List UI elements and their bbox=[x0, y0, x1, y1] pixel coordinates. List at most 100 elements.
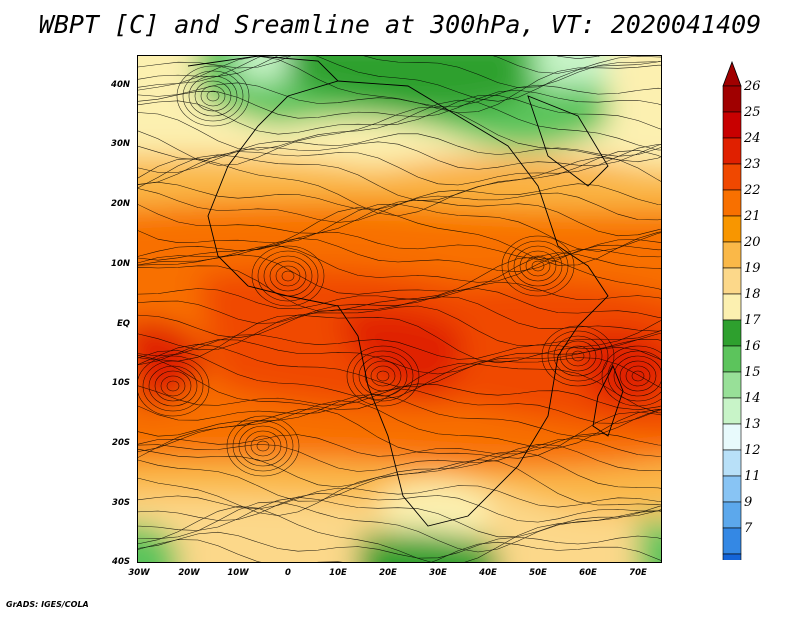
x-axis-label: 70E bbox=[629, 568, 647, 578]
x-axis-label: 20E bbox=[379, 568, 397, 578]
x-axis-label: 0 bbox=[285, 568, 291, 578]
vortex-ring bbox=[370, 365, 396, 387]
streamline bbox=[138, 144, 661, 186]
colorbar-label: 25 bbox=[744, 105, 761, 120]
colorbar-swatch bbox=[722, 501, 742, 529]
vortex-ring bbox=[565, 345, 591, 367]
x-axis-label: 10E bbox=[329, 568, 347, 578]
madagascar-coastline bbox=[592, 364, 624, 437]
vortex-ring bbox=[256, 440, 270, 452]
vortex-ring bbox=[625, 365, 651, 387]
y-axis-label: 40S bbox=[112, 557, 130, 567]
vortex-ring bbox=[166, 380, 180, 392]
field-region bbox=[538, 56, 608, 86]
streamline bbox=[138, 95, 661, 135]
colorbar-label: 19 bbox=[744, 261, 761, 276]
streamline bbox=[138, 288, 661, 324]
colorbar-top-arrow bbox=[722, 60, 742, 87]
colorbar-swatch bbox=[722, 163, 742, 191]
streamline bbox=[138, 141, 661, 173]
vortex-ring bbox=[571, 350, 585, 362]
colorbar-swatch bbox=[722, 85, 742, 113]
colorbar-swatch bbox=[722, 215, 742, 243]
vortex-ring bbox=[142, 360, 204, 412]
x-axis-label: 30W bbox=[128, 568, 150, 578]
streamline bbox=[138, 497, 661, 538]
colorbar-label: 14 bbox=[744, 391, 761, 406]
colorbar-label: 12 bbox=[744, 443, 761, 458]
vortex-ring bbox=[601, 345, 661, 407]
streamline bbox=[138, 157, 661, 217]
y-axis-label: 30S bbox=[112, 498, 130, 508]
vortex-ring bbox=[269, 260, 307, 292]
colorbar-label: 11 bbox=[744, 469, 761, 484]
vortex-ring bbox=[200, 85, 226, 107]
vortex-ring bbox=[501, 235, 575, 297]
vortex-ring bbox=[160, 375, 186, 397]
vortex-ring bbox=[519, 250, 557, 282]
streamline bbox=[138, 199, 661, 237]
colorbar-swatch bbox=[722, 293, 742, 321]
streamline bbox=[138, 150, 661, 201]
streamline bbox=[138, 281, 661, 310]
africa-coastline bbox=[207, 80, 609, 527]
vortex-ring bbox=[244, 430, 282, 462]
streamline bbox=[138, 539, 661, 562]
vortex-ring bbox=[619, 360, 657, 392]
vortex-ring bbox=[346, 345, 420, 407]
vortex-ring bbox=[251, 245, 325, 307]
vortex-ring bbox=[188, 75, 238, 117]
colorbar-swatch bbox=[722, 137, 742, 165]
streamline bbox=[138, 432, 661, 457]
colorbar-label: 22 bbox=[744, 183, 761, 198]
y-axis-label: 40N bbox=[111, 80, 130, 90]
vortex-ring bbox=[238, 425, 288, 467]
x-axis-label: 20W bbox=[178, 568, 200, 578]
field-region bbox=[338, 308, 464, 396]
colorbar-label: 7 bbox=[744, 521, 753, 536]
colorbar-label: 21 bbox=[744, 209, 761, 224]
colorbar-swatch bbox=[722, 371, 742, 399]
coastlines bbox=[187, 56, 624, 527]
grads-credit: GrADS: IGES/COLA bbox=[6, 600, 89, 609]
streamline bbox=[138, 188, 661, 223]
streamline bbox=[138, 506, 661, 562]
vortex-ring bbox=[138, 355, 210, 417]
colorbar-label: 26 bbox=[744, 79, 761, 94]
streamline bbox=[255, 56, 601, 59]
colorbar-label: 18 bbox=[744, 287, 761, 302]
colorbar-swatch bbox=[722, 423, 742, 451]
vortex-ring bbox=[531, 260, 545, 272]
streamline bbox=[138, 252, 661, 295]
vortex-ring bbox=[154, 370, 192, 402]
streamline bbox=[138, 357, 661, 414]
colorbar-swatch bbox=[722, 111, 742, 139]
streamline bbox=[138, 383, 661, 411]
field-region bbox=[138, 320, 208, 406]
arabia-coastline bbox=[527, 95, 609, 187]
colorbar bbox=[722, 60, 742, 560]
wbpt-field-map bbox=[138, 56, 661, 562]
streamline bbox=[138, 394, 661, 438]
vortex-ring bbox=[352, 350, 414, 402]
colorbar-swatch bbox=[722, 475, 742, 503]
streamline bbox=[138, 531, 661, 559]
streamline bbox=[138, 314, 661, 364]
vortex-ring bbox=[176, 65, 250, 127]
streamline bbox=[138, 207, 661, 266]
field-region bbox=[358, 532, 498, 562]
colorbar-label: 23 bbox=[744, 157, 761, 172]
colorbar-label: 15 bbox=[744, 365, 761, 380]
chart-title: WBPT [C] and Sreamline at 300hPa, VT: 20… bbox=[38, 10, 762, 39]
field-region bbox=[238, 56, 288, 81]
streamline bbox=[138, 501, 661, 553]
field-region bbox=[378, 481, 490, 546]
streamline bbox=[138, 493, 661, 523]
streamline bbox=[138, 56, 661, 88]
vortex-ring bbox=[364, 360, 402, 392]
colorbar-label: 13 bbox=[744, 417, 761, 432]
field-region bbox=[138, 155, 661, 206]
vortex-ring bbox=[358, 355, 408, 397]
vortex-ring bbox=[281, 270, 295, 282]
streamline bbox=[138, 444, 661, 488]
